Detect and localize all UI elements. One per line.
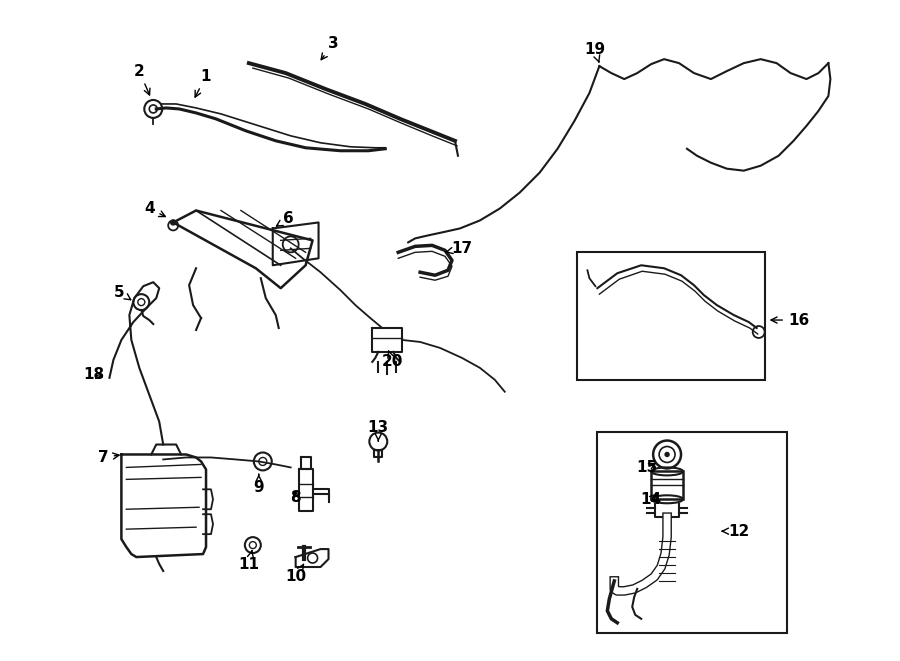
Circle shape [171, 220, 176, 225]
Text: 18: 18 [83, 368, 104, 382]
Text: 2: 2 [134, 63, 150, 95]
Circle shape [665, 453, 669, 457]
Text: 9: 9 [254, 475, 264, 495]
Text: 7: 7 [98, 450, 119, 465]
Text: 5: 5 [114, 285, 130, 299]
Text: 4: 4 [144, 201, 166, 217]
Text: 11: 11 [238, 551, 259, 572]
Text: 17: 17 [446, 241, 472, 256]
Bar [652, 471, 683, 499]
Text: 6: 6 [276, 211, 294, 226]
Text: 15: 15 [636, 460, 658, 475]
Text: 12: 12 [722, 524, 750, 539]
Text: 8: 8 [291, 490, 301, 505]
Bar [578, 253, 765, 380]
Text: 19: 19 [584, 42, 605, 62]
Text: 3: 3 [321, 36, 338, 59]
Text: 10: 10 [285, 564, 306, 584]
Text: 13: 13 [368, 420, 389, 441]
Text: 1: 1 [195, 69, 212, 97]
Text: 20: 20 [382, 351, 403, 369]
Text: 14: 14 [641, 492, 662, 507]
Bar [598, 432, 787, 633]
Text: 16: 16 [771, 313, 809, 328]
